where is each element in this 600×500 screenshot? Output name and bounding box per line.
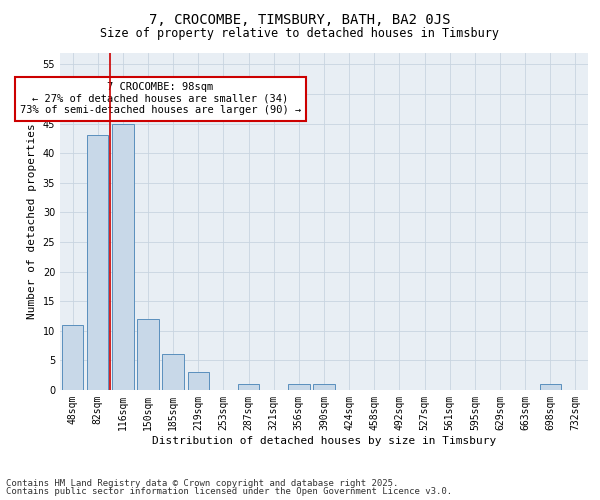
Text: Contains public sector information licensed under the Open Government Licence v3: Contains public sector information licen… <box>6 487 452 496</box>
Bar <box>163 354 184 390</box>
Bar <box>313 384 335 390</box>
Bar <box>137 319 158 390</box>
Text: Size of property relative to detached houses in Timsbury: Size of property relative to detached ho… <box>101 28 499 40</box>
Bar <box>87 136 109 390</box>
Bar <box>539 384 561 390</box>
X-axis label: Distribution of detached houses by size in Timsbury: Distribution of detached houses by size … <box>152 436 496 446</box>
Text: Contains HM Land Registry data © Crown copyright and database right 2025.: Contains HM Land Registry data © Crown c… <box>6 478 398 488</box>
Bar <box>288 384 310 390</box>
Bar <box>188 372 209 390</box>
Y-axis label: Number of detached properties: Number of detached properties <box>27 124 37 319</box>
Text: 7, CROCOMBE, TIMSBURY, BATH, BA2 0JS: 7, CROCOMBE, TIMSBURY, BATH, BA2 0JS <box>149 12 451 26</box>
Bar <box>238 384 259 390</box>
Bar <box>62 325 83 390</box>
Text: 7 CROCOMBE: 98sqm
← 27% of detached houses are smaller (34)
73% of semi-detached: 7 CROCOMBE: 98sqm ← 27% of detached hous… <box>20 82 301 116</box>
Bar <box>112 124 134 390</box>
